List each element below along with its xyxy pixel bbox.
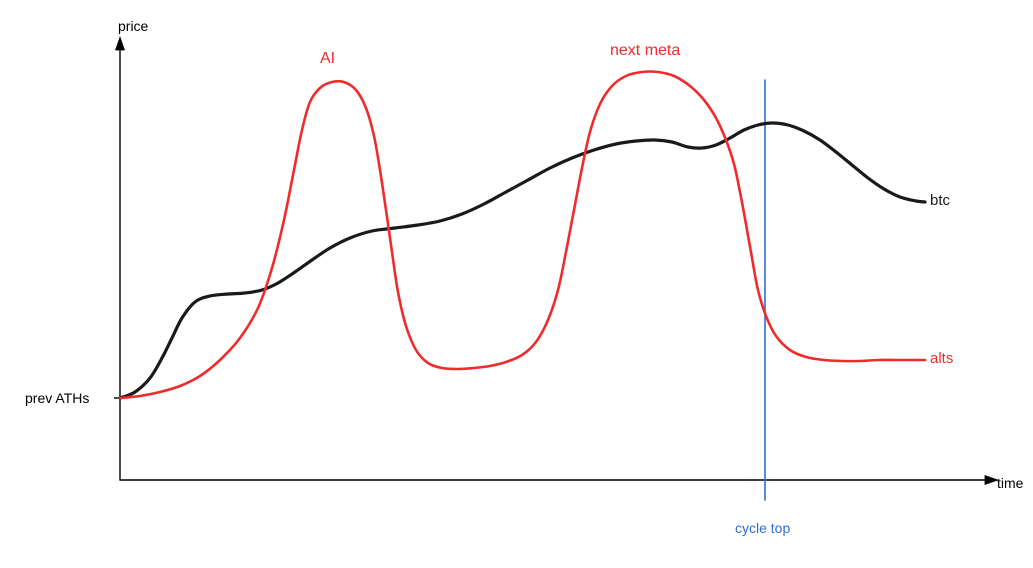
chart-svg [0, 0, 1033, 568]
y-axis-arrow-icon [115, 36, 125, 50]
cycle-top-label: cycle top [735, 520, 790, 536]
y-axis-label: price [118, 18, 148, 34]
x-axis-label: time [997, 475, 1023, 491]
btc-series-label: btc [930, 192, 950, 209]
alts-line [120, 72, 925, 399]
prev-ath-label: prev ATHs [25, 390, 89, 406]
chart-container: price time prev ATHs btc alts AI next me… [0, 0, 1033, 568]
next-meta-annotation: next meta [610, 42, 680, 60]
alts-series-label: alts [930, 350, 953, 367]
ai-annotation: AI [320, 50, 335, 68]
